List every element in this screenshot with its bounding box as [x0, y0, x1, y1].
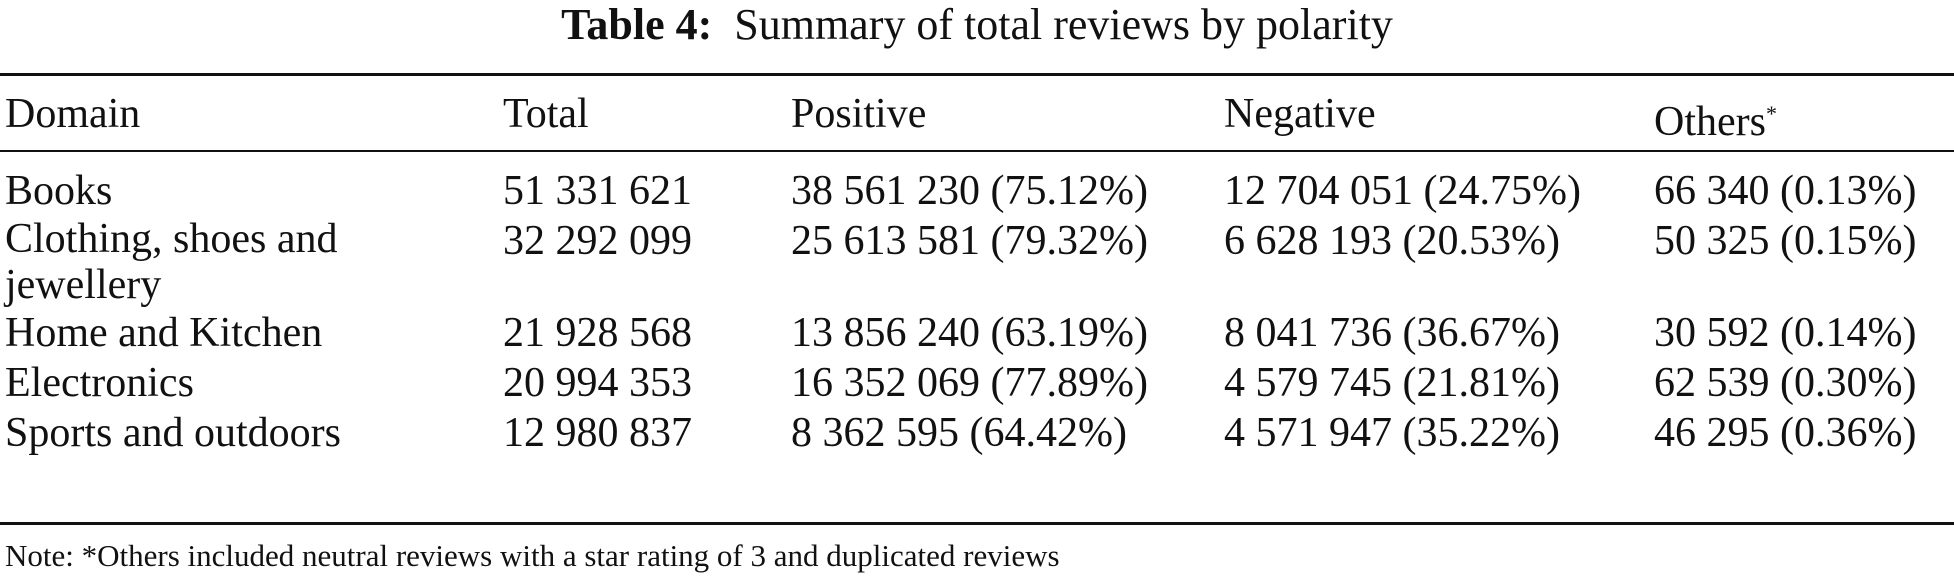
top-rule	[0, 73, 1954, 76]
bottom-rule	[0, 522, 1954, 525]
cell-positive: 8 362 595 (64.42%)	[791, 410, 1127, 456]
table-note: Note: *Others included neutral reviews w…	[5, 538, 1060, 573]
reviews-table: Domain Total Positive Negative Others* B…	[0, 78, 1954, 458]
cell-others: 46 295 (0.36%)	[1654, 410, 1917, 456]
cell-domain: Books	[5, 168, 113, 214]
cell-domain: Clothing, shoes and jewellery	[5, 216, 338, 308]
cell-total: 20 994 353	[503, 360, 692, 406]
table-header: Domain Total Positive Negative Others*	[0, 78, 1954, 158]
header-rule	[0, 150, 1954, 152]
cell-positive: 25 613 581 (79.32%)	[791, 218, 1148, 264]
cell-domain: Home and Kitchen	[5, 310, 323, 356]
table-caption-label: Table 4:	[561, 0, 713, 49]
cell-others: 66 340 (0.13%)	[1654, 168, 1917, 214]
cell-total: 12 980 837	[503, 410, 692, 456]
table-row: Books 51 331 621 38 561 230 (75.12%) 12 …	[0, 158, 1954, 216]
cell-total: 32 292 099	[503, 218, 692, 264]
others-footnote-marker: *	[1765, 101, 1777, 126]
cell-total: 51 331 621	[503, 168, 692, 214]
cell-domain: Sports and outdoors	[5, 410, 341, 456]
cell-domain: Electronics	[5, 360, 194, 406]
cell-negative: 4 579 745 (21.81%)	[1224, 360, 1560, 406]
header-others: Others*	[1649, 78, 1954, 158]
cell-negative: 4 571 947 (35.22%)	[1224, 410, 1560, 456]
table-body: Books 51 331 621 38 561 230 (75.12%) 12 …	[0, 158, 1954, 458]
table-row: Clothing, shoes and jewellery 32 292 099…	[0, 216, 1954, 308]
cell-positive: 16 352 069 (77.89%)	[791, 360, 1148, 406]
cell-others: 50 325 (0.15%)	[1654, 218, 1917, 264]
table-row: Electronics 20 994 353 16 352 069 (77.89…	[0, 358, 1954, 408]
cell-positive: 38 561 230 (75.12%)	[791, 168, 1148, 214]
cell-others: 30 592 (0.14%)	[1654, 310, 1917, 356]
cell-positive: 13 856 240 (63.19%)	[791, 310, 1148, 356]
table-caption: Table 4: Summary of total reviews by pol…	[0, 0, 1954, 50]
cell-total: 21 928 568	[503, 310, 692, 356]
header-domain: Domain	[5, 91, 141, 137]
cell-negative: 6 628 193 (20.53%)	[1224, 218, 1560, 264]
cell-negative: 8 041 736 (36.67%)	[1224, 310, 1560, 356]
cell-others: 62 539 (0.30%)	[1654, 360, 1917, 406]
table-row: Sports and outdoors 12 980 837 8 362 595…	[0, 408, 1954, 458]
table-row: Home and Kitchen 21 928 568 13 856 240 (…	[0, 308, 1954, 358]
table-caption-text: Summary of total reviews by polarity	[734, 0, 1393, 49]
cell-negative: 12 704 051 (24.75%)	[1224, 168, 1581, 214]
header-others-label: Others	[1654, 99, 1766, 145]
header-total: Total	[503, 91, 589, 137]
header-negative: Negative	[1224, 91, 1376, 137]
header-row: Domain Total Positive Negative Others*	[0, 78, 1954, 158]
header-positive: Positive	[791, 91, 927, 137]
